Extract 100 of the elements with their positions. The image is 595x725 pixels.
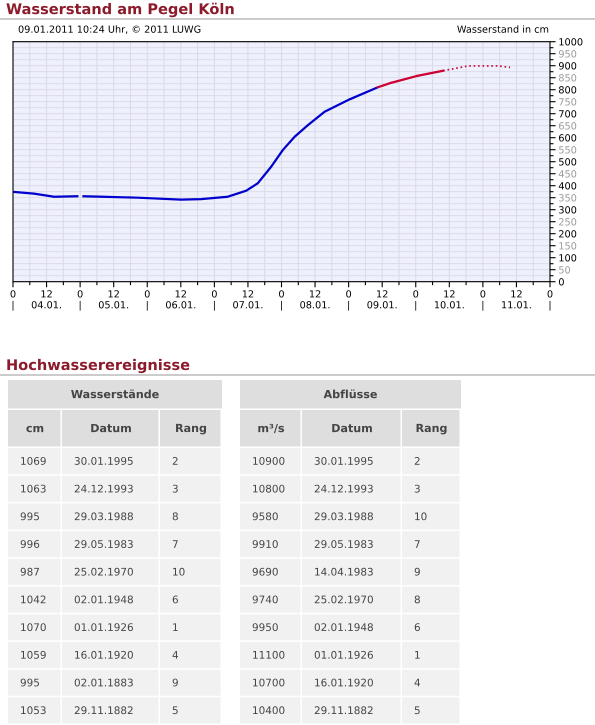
text: 9580 [252,512,278,520]
text: 1063 [21,484,46,493]
y-tick-label: 700 [559,110,576,118]
y-axis-title: Wasserstand in cm [457,25,548,33]
y-tick-label: 800 [558,86,576,94]
y-tick-label: 350 [559,194,576,202]
text: Abflüsse [324,389,377,398]
text: 30.01.1995 [74,456,133,465]
x-tick-label: 0 | [279,290,284,311]
x-tick-label: 0 | [212,290,217,311]
y-tick-label: 0 [558,278,564,286]
text: 01.01.1926 [314,650,373,659]
text: 24.12.1993 [74,484,133,493]
text: 8 [414,595,420,604]
text: 02.01.1883 [74,678,133,686]
text: 10400 [253,706,284,714]
y-tick-label: 900 [558,62,576,70]
x-tick-label: 12 10.01. [434,290,464,308]
text: 9 [414,568,420,576]
text: 29.03.1988 [74,512,133,520]
text: 996 [20,540,40,548]
text: 02.01.1948 [314,623,373,632]
x-tick-label: 12 06.01. [166,290,196,308]
text: 10 [173,568,185,576]
y-tick-label: 1000 [559,38,582,46]
text: 987 [20,568,39,576]
text: 4 [414,678,420,686]
text: 1053 [21,706,46,714]
x-tick-label: 12 04.01. [32,290,61,308]
x-tick-label: 0 | [413,290,418,311]
category-label: m³/s [258,424,284,434]
category-label: Datum [91,424,131,432]
y-tick-label: 650 [559,122,576,130]
text: 6 [172,595,178,604]
category-label: Rang [176,424,206,434]
text: 7 [172,540,178,548]
y-tick-label: 850 [558,74,576,82]
text: 1069 [21,456,46,465]
text: Hochwasserereignisse [7,358,190,374]
x-tick-label: 0 | [480,290,486,311]
y-tick-label: 750 [559,98,576,106]
text: 29.11.1882 [314,706,373,714]
x-tick-label: 0 | [10,290,16,311]
text: 1042 [21,595,46,604]
y-tick-label: 450 [558,170,576,178]
x-tick-label: 12 11.01. [502,290,531,308]
text: 10700 [253,678,284,686]
chart-title: Wasserstand am Pegel Köln [6,2,234,18]
text: 02.01.1948 [74,595,133,604]
text: 995 [20,512,39,520]
text: 4 [172,651,178,659]
text: 25.02.1970 [74,568,133,576]
text: 1 [173,623,178,631]
x-tick-label: 12 05.01. [98,290,128,308]
text: 16.01.1920 [75,650,133,659]
text: 1059 [21,650,46,659]
y-tick-label: 250 [559,218,576,226]
x-tick-label: 0 | [144,290,150,311]
category-label: Datum [332,424,372,432]
text: 5 [414,706,420,714]
text: 30.01.1995 [314,456,373,465]
category-label: Rang [416,424,447,434]
text: 29.05.1983 [74,540,133,548]
y-tick-label: 550 [559,146,576,154]
text: 6 [414,623,420,632]
text: 1070 [21,623,46,632]
text: 9690 [252,568,278,576]
y-tick-label: 600 [559,134,576,142]
text: 29.05.1983 [314,540,373,548]
category-label: cm [26,426,44,432]
text: 10800 [253,484,284,493]
chart-subtitle: 09.01.2011 10:24 Uhr, © 2011 LUWG [18,25,200,34]
text: 9740 [252,595,278,604]
y-tick-label: 100 [559,254,576,262]
text: 995 [20,678,39,686]
x-tick-label: 12 08.01. [300,290,330,308]
text: 8 [172,512,178,520]
x-tick-label: 0 | [548,290,552,311]
text: 2 [414,456,420,465]
text: 7 [414,540,420,548]
text: 01.01.1926 [74,623,133,632]
y-tick-label: 400 [558,182,576,190]
text: 29.03.1988 [314,512,373,520]
text: 9910 [252,540,278,548]
text: 24.12.1993 [314,484,373,493]
y-tick-label: 500 [559,158,576,166]
text: 25.02.1970 [314,595,373,604]
y-tick-label: 950 [558,50,576,58]
text: 14.04.1983 [315,568,373,576]
y-tick-label: 300 [559,206,576,214]
y-tick-label: 150 [559,242,576,250]
text: 16.01.1920 [315,678,373,686]
text: 9950 [252,623,278,632]
text: Wasserstände [71,389,159,398]
text: 2 [172,456,178,465]
y-tick-label: 200 [559,230,576,238]
x-tick-label: 12 09.01. [367,290,397,308]
x-tick-label: 0 | [346,290,352,311]
text: 9 [172,678,178,686]
text: 11100 [253,650,284,659]
